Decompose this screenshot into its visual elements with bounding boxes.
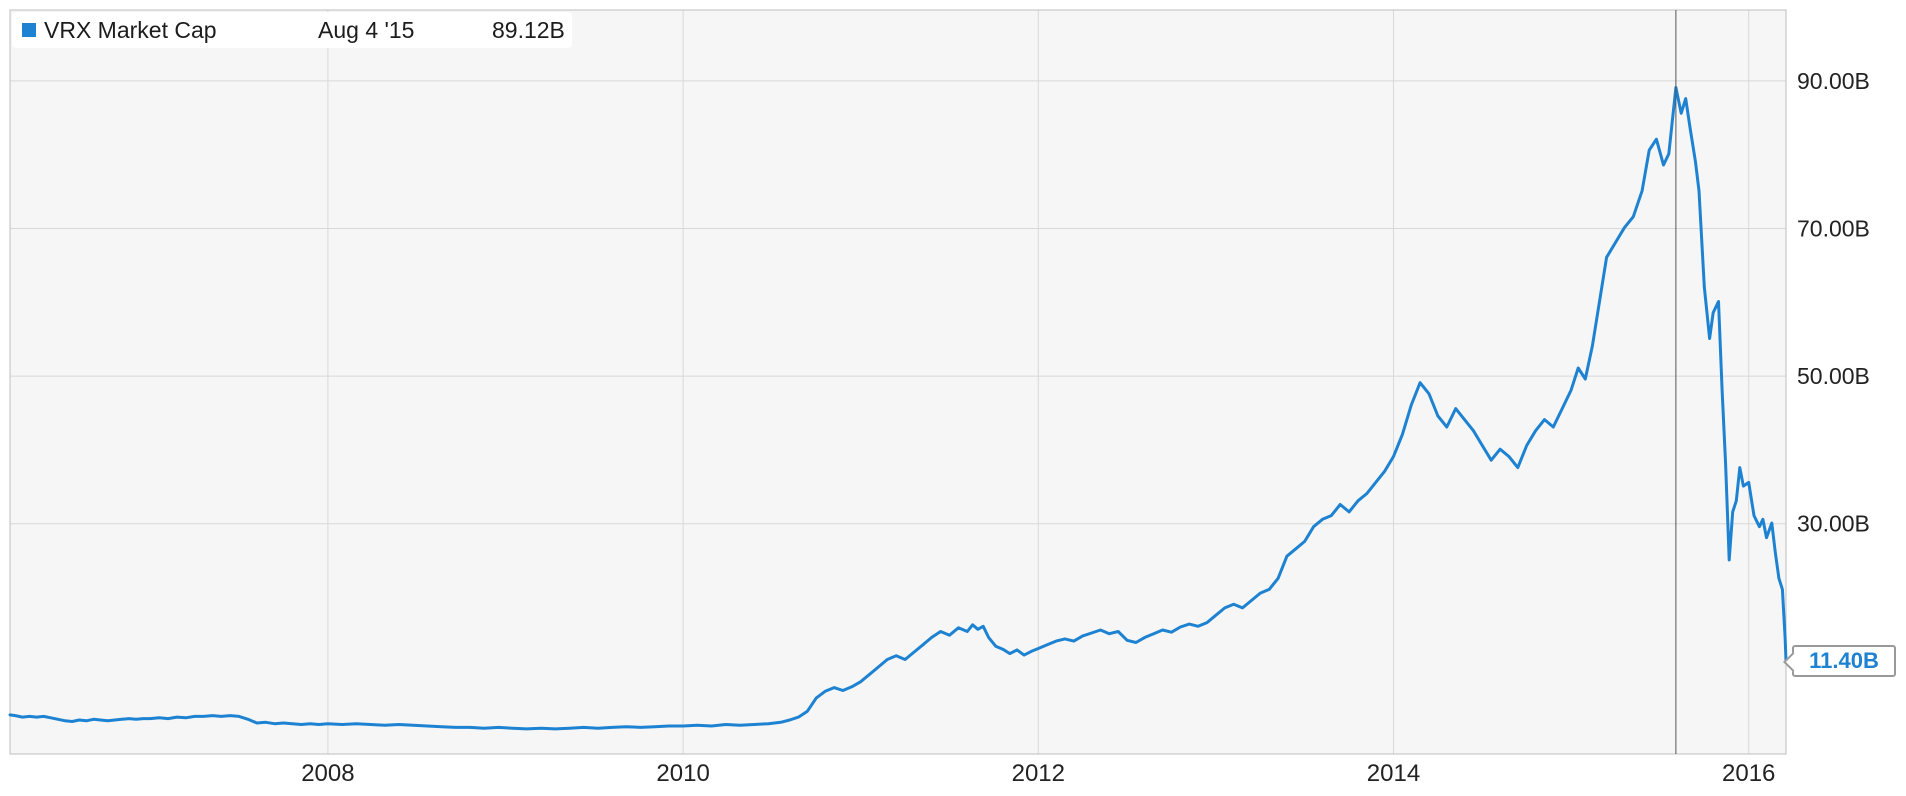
plot-border: [9, 9, 1787, 755]
series-color-swatch-icon: [22, 23, 36, 37]
x-tick-label: 2016: [1722, 760, 1775, 787]
market-cap-line: [8, 86, 1788, 731]
y-tick-label: 70.00B: [1797, 215, 1870, 241]
x-tick-label: 2014: [1367, 760, 1420, 787]
x-tick-label: 2010: [656, 760, 709, 787]
flag-value-label: 11.40B: [1809, 648, 1879, 673]
hover-date-label: Aug 4 '15: [318, 17, 415, 43]
last-value-flag: 11.40B: [1783, 645, 1896, 677]
y-tick-label: 50.00B: [1797, 363, 1870, 389]
chart-legend: VRX Market Cap Aug 4 '15 89.12B: [12, 12, 572, 48]
hover-value-label: 89.12B: [492, 17, 565, 43]
x-tick-label: 2012: [1012, 760, 1065, 787]
y-tick-label: 30.00B: [1797, 511, 1870, 537]
plot-background[interactable]: [10, 10, 1786, 754]
series-name-label: VRX Market Cap: [44, 17, 217, 43]
y-tick-label: 90.00B: [1797, 68, 1870, 94]
x-tick-label: 2008: [301, 760, 354, 787]
